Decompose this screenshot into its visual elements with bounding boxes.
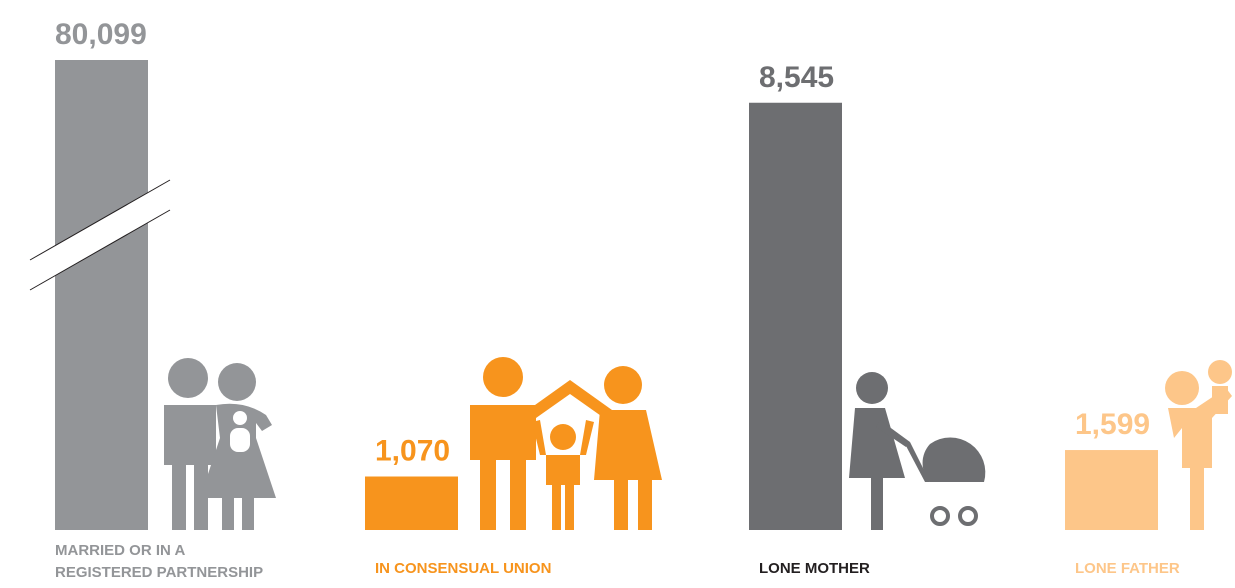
bar	[365, 476, 458, 530]
bar	[55, 60, 148, 530]
value-label: 1,070	[375, 435, 450, 468]
mother-icon	[849, 372, 986, 530]
category-label: MARRIED OR IN A REGISTERED PARTNERSHIP	[55, 542, 264, 581]
axis-break	[30, 180, 170, 290]
category-label: IN CONSENSUAL UNION	[375, 560, 552, 577]
bar	[1065, 450, 1158, 530]
axis-break-line	[29, 179, 171, 261]
father-icon	[1165, 360, 1232, 530]
axis-break-line	[29, 209, 171, 291]
bar	[749, 102, 842, 530]
family-icon	[470, 357, 662, 530]
couple-icon	[158, 358, 276, 530]
value-label: 80,099	[55, 18, 147, 51]
category-label: LONE MOTHER	[759, 560, 870, 577]
value-label: 8,545	[759, 61, 834, 94]
category-label: LONE FATHER	[1075, 560, 1180, 577]
value-label: 1,599	[1075, 408, 1150, 441]
